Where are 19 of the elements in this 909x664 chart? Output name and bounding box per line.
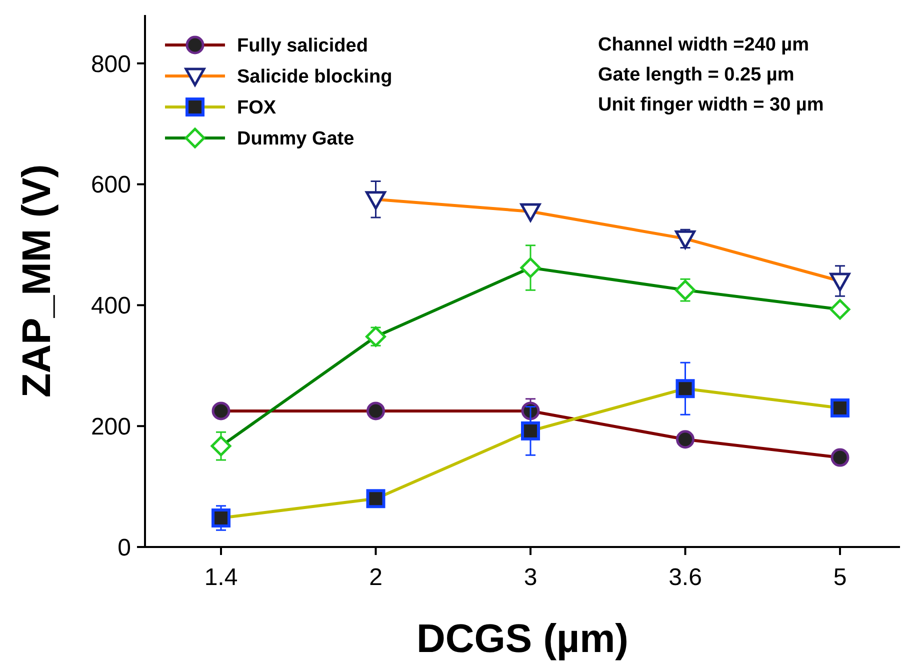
- legend-label: Dummy Gate: [237, 128, 354, 150]
- y-tick-label: 400: [90, 292, 131, 320]
- y-axis-title: ZAP_MM (V): [15, 164, 59, 398]
- y-tick-label: 200: [90, 413, 131, 440]
- legend-label: Salicide blocking: [237, 66, 392, 88]
- y-tick-label: 0: [118, 534, 131, 562]
- x-tick-label: 1.4: [204, 564, 238, 591]
- legend-label: Fully salicided: [237, 36, 368, 57]
- y-tick-label: 800: [90, 50, 131, 78]
- y-tick-label: 600: [90, 172, 131, 199]
- annotation: Unit finger width = 30 µm: [598, 94, 824, 116]
- x-tick-label: 5: [833, 564, 847, 591]
- x-tick-label: 3: [524, 564, 538, 591]
- annotation: Channel width =240 µm: [598, 34, 810, 56]
- x-tick-label: 2: [369, 564, 382, 591]
- x-tick-label: 3.6: [668, 564, 702, 591]
- x-axis-title: DCGS (µm): [416, 617, 628, 661]
- annotation: Gate length = 0.25 µm: [598, 64, 794, 86]
- legend-label: FOX: [237, 98, 276, 119]
